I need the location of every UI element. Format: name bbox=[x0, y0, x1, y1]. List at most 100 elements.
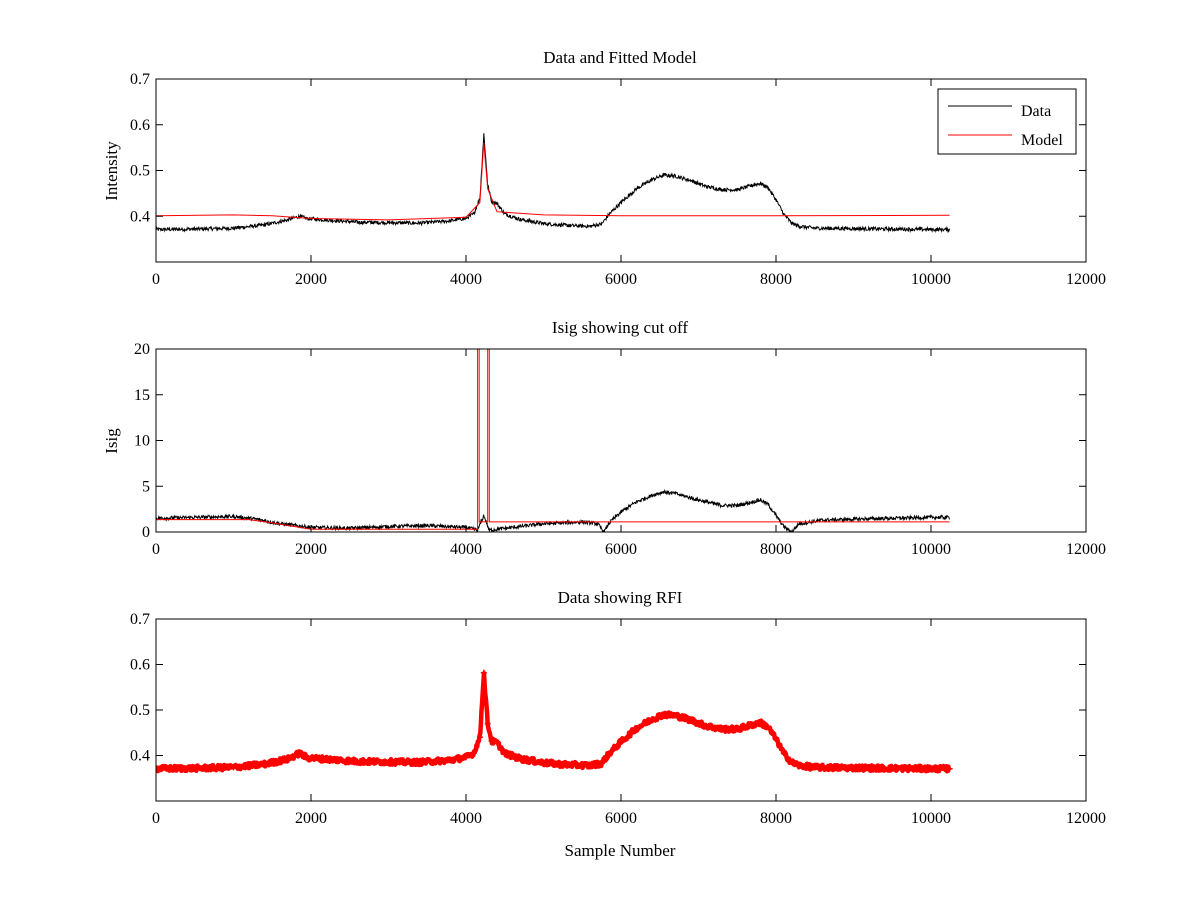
x-tick-label: 10000 bbox=[911, 541, 951, 558]
y-tick-label: 20 bbox=[134, 341, 150, 358]
data-point bbox=[296, 750, 303, 757]
y-tick-label: 0.4 bbox=[130, 748, 150, 765]
data-point bbox=[501, 750, 508, 757]
y-tick-label: 0.5 bbox=[130, 702, 150, 719]
data-point bbox=[649, 716, 655, 723]
data-point bbox=[796, 762, 803, 769]
data-point bbox=[385, 758, 392, 765]
data-point bbox=[470, 750, 477, 757]
y-tick-label: 0.7 bbox=[130, 71, 150, 88]
data-point bbox=[354, 758, 361, 765]
x-tick-label: 4000 bbox=[450, 271, 482, 288]
x-tick-label: 0 bbox=[152, 810, 160, 827]
x-tick-label: 4000 bbox=[450, 541, 482, 558]
data-point bbox=[598, 760, 605, 767]
y-tick-label: 0 bbox=[142, 524, 150, 541]
legend-label-data: Data bbox=[1021, 103, 1051, 120]
x-tick-label: 6000 bbox=[605, 810, 637, 827]
x-tick-label: 2000 bbox=[295, 271, 327, 288]
data-point bbox=[463, 754, 469, 761]
x-tick-label: 0 bbox=[152, 541, 160, 558]
plot-title: Data and Fitted Model bbox=[543, 48, 697, 67]
data-point bbox=[734, 726, 741, 733]
plot-data-showing-rfi: Data showing RFI 0 2000 4000 6000 8000 10000 1… bbox=[130, 588, 1106, 860]
x-tick-label: 2000 bbox=[295, 541, 327, 558]
data-layer bbox=[156, 349, 950, 532]
plot-area: 0 2000 4000 6000 8000 10000 12000 0.4 0.5 0.6 0.7 bbox=[130, 71, 1106, 288]
data-point bbox=[946, 765, 953, 772]
data-point bbox=[660, 711, 667, 718]
data-point bbox=[261, 761, 268, 768]
data-point bbox=[480, 669, 487, 676]
data-point bbox=[889, 765, 896, 772]
y-tick-label: 0.6 bbox=[130, 117, 150, 134]
legend-label-model: Model bbox=[1021, 132, 1063, 149]
x-tick-label: 4000 bbox=[450, 810, 482, 827]
y-tick-label: 10 bbox=[134, 433, 150, 450]
x-tick-label: 0 bbox=[152, 271, 160, 288]
data-point bbox=[618, 738, 624, 745]
y-tick-label: 0.4 bbox=[130, 208, 150, 225]
series-trace-2-line bbox=[156, 349, 950, 530]
plot-data-and-fitted-model: Data and Fitted Model Intensity 0 2000 400… bbox=[102, 48, 1106, 288]
data-point bbox=[687, 717, 694, 724]
x-tick-label: 2000 bbox=[295, 810, 327, 827]
y-tick-label: 15 bbox=[134, 387, 150, 404]
plot-area: 0 2000 4000 6000 8000 10000 12000 0.4 0.5 0.6 0.7 bbox=[130, 611, 1106, 827]
data-layer bbox=[156, 669, 953, 774]
plot-title: Isig showing cut off bbox=[552, 318, 688, 337]
data-point bbox=[484, 720, 491, 727]
legend: Data Model bbox=[937, 88, 1077, 155]
data-point bbox=[718, 726, 725, 733]
series-data-line bbox=[156, 133, 951, 234]
data-point bbox=[191, 765, 198, 772]
data-point bbox=[488, 737, 495, 744]
data-point bbox=[230, 764, 237, 771]
data-point bbox=[563, 761, 570, 768]
legend-box bbox=[937, 88, 1077, 155]
data-point bbox=[606, 750, 613, 757]
x-tick-label: 12000 bbox=[1066, 541, 1106, 558]
data-point bbox=[780, 750, 787, 757]
data-point bbox=[928, 765, 934, 772]
data-point bbox=[788, 759, 795, 766]
data-point bbox=[749, 721, 756, 728]
x-tick-label: 10000 bbox=[911, 271, 951, 288]
y-axis-label: Isig bbox=[102, 428, 121, 454]
y-tick-label: 0.5 bbox=[130, 163, 150, 180]
y-tick-label: 0.6 bbox=[130, 657, 150, 674]
y-tick-label: 5 bbox=[142, 478, 150, 495]
data-point bbox=[156, 765, 159, 772]
data-point bbox=[765, 724, 772, 731]
plot-isig-showing-cut-off: Isig showing cut off Isig 0 2000 4000 6000 8… bbox=[102, 318, 1106, 558]
data-point bbox=[323, 756, 330, 763]
y-tick-label: 0.7 bbox=[130, 611, 150, 628]
x-tick-label: 6000 bbox=[605, 271, 637, 288]
data-point bbox=[304, 754, 311, 761]
data-point bbox=[476, 734, 483, 741]
data-point bbox=[416, 759, 423, 766]
x-tick-label: 8000 bbox=[760, 810, 792, 827]
data-point bbox=[672, 712, 679, 719]
x-tick-label: 8000 bbox=[760, 271, 792, 288]
data-point bbox=[517, 755, 524, 762]
data-point bbox=[447, 757, 454, 764]
data-point bbox=[633, 725, 640, 732]
data-point bbox=[494, 739, 500, 746]
data-point bbox=[773, 736, 779, 743]
data-point bbox=[757, 719, 764, 726]
plot-area: 0 2000 4000 6000 8000 10000 12000 0 5 10 15 20 bbox=[134, 341, 1106, 558]
data-layer bbox=[156, 133, 951, 234]
data-point bbox=[850, 764, 857, 771]
x-axis-label: Sample Number bbox=[565, 841, 676, 860]
x-tick-label: 10000 bbox=[911, 810, 951, 827]
series-model-line bbox=[156, 142, 950, 221]
data-point bbox=[284, 756, 291, 763]
data-point bbox=[811, 764, 818, 771]
plot-title: Data showing RFI bbox=[558, 588, 683, 607]
data-point bbox=[587, 762, 593, 769]
x-tick-label: 8000 bbox=[760, 541, 792, 558]
data-point bbox=[703, 722, 710, 729]
x-tick-label: 12000 bbox=[1066, 810, 1106, 827]
y-axis-label: Intensity bbox=[102, 141, 121, 201]
